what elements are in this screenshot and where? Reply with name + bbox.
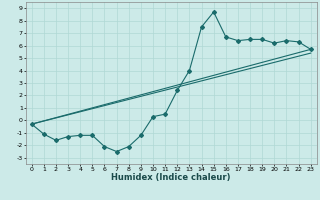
X-axis label: Humidex (Indice chaleur): Humidex (Indice chaleur) xyxy=(111,173,231,182)
